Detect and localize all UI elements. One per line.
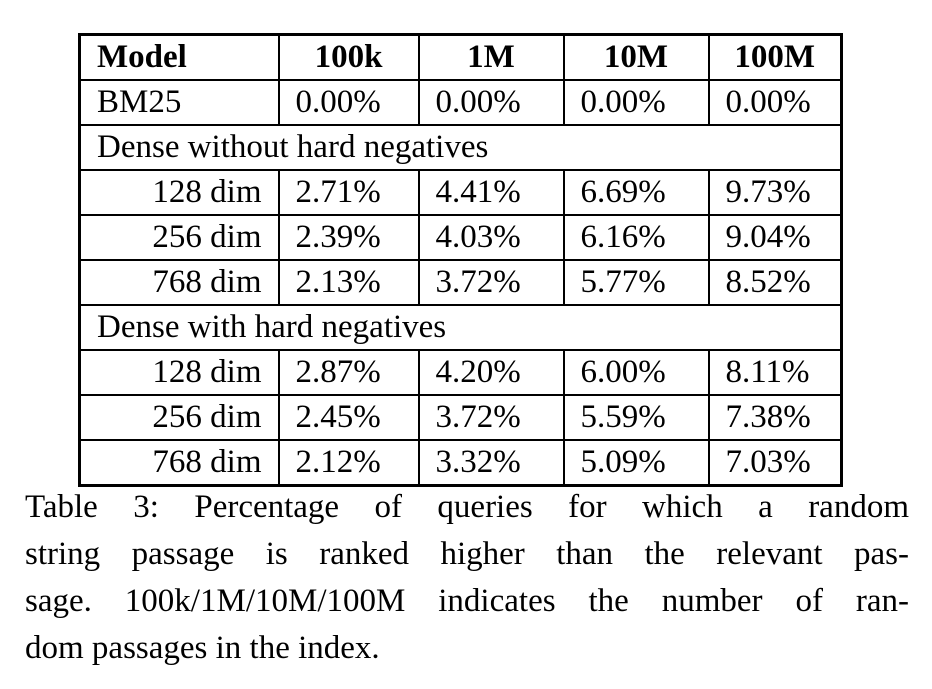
value-cell: 3.32% — [417, 439, 565, 487]
model-label: 128 dim — [78, 169, 280, 216]
section-label: Dense without hard negatives — [78, 124, 843, 171]
value-cell: 0.00% — [277, 79, 420, 126]
value-cell: 6.00% — [562, 349, 710, 396]
value-cell: 2.13% — [277, 259, 420, 306]
model-label: 128 dim — [78, 349, 280, 396]
section-row: Dense with hard negatives — [78, 304, 843, 351]
value-cell: 8.11% — [707, 349, 843, 396]
caption-line-3: sage. 100k/1M/10M/100M indicates the num… — [25, 583, 909, 619]
model-label: BM25 — [78, 79, 280, 126]
table-body: BM25 0.00% 0.00% 0.00% 0.00% Dense without ha… — [78, 79, 843, 487]
value-cell: 0.00% — [562, 79, 710, 126]
value-cell: 2.87% — [277, 349, 420, 396]
value-cell: 0.00% — [417, 79, 565, 126]
value-cell: 6.69% — [562, 169, 710, 216]
value-cell: 2.45% — [277, 394, 420, 441]
table-row: 768 dim 2.13% 3.72% 5.77% 8.52% — [78, 259, 843, 306]
results-table: Model 100k 1M 10M 100M BM25 0.00% 0.00% 0.00% 0.… — [78, 33, 843, 487]
model-label: 768 dim — [78, 259, 280, 306]
value-cell: 9.73% — [707, 169, 843, 216]
section-label: Dense with hard negatives — [78, 304, 843, 351]
table-row: 256 dim 2.39% 4.03% 6.16% 9.04% — [78, 214, 843, 261]
value-cell: 5.77% — [562, 259, 710, 306]
value-cell: 5.59% — [562, 394, 710, 441]
column-header-model: Model — [78, 33, 280, 81]
model-label: 256 dim — [78, 214, 280, 261]
value-cell: 6.16% — [562, 214, 710, 261]
table-header-row: Model 100k 1M 10M 100M — [78, 33, 843, 81]
column-header-1m: 1M — [417, 33, 565, 81]
value-cell: 9.04% — [707, 214, 843, 261]
value-cell: 7.38% — [707, 394, 843, 441]
value-cell: 4.41% — [417, 169, 565, 216]
model-label: 768 dim — [78, 439, 280, 487]
value-cell: 2.12% — [277, 439, 420, 487]
column-header-100m: 100M — [707, 33, 843, 81]
table-row: BM25 0.00% 0.00% 0.00% 0.00% — [78, 79, 843, 126]
value-cell: 3.72% — [417, 394, 565, 441]
value-cell: 8.52% — [707, 259, 843, 306]
value-cell: 2.39% — [277, 214, 420, 261]
caption-line-2: string passage is ranked higher than the… — [25, 536, 909, 572]
value-cell: 4.03% — [417, 214, 565, 261]
value-cell: 4.20% — [417, 349, 565, 396]
caption-line-4: dom passages in the index. — [25, 630, 380, 666]
column-header-100k: 100k — [277, 33, 420, 81]
table-caption: Table 3: Percentage of queries for which… — [25, 484, 909, 672]
table-row: 128 dim 2.87% 4.20% 6.00% 8.11% — [78, 349, 843, 396]
value-cell: 7.03% — [707, 439, 843, 487]
table-row: 128 dim 2.71% 4.41% 6.69% 9.73% — [78, 169, 843, 216]
table-row: 768 dim 2.12% 3.32% 5.09% 7.03% — [78, 439, 843, 487]
value-cell: 3.72% — [417, 259, 565, 306]
caption-line-1: Table 3: Percentage of queries for which… — [25, 489, 909, 525]
value-cell: 0.00% — [707, 79, 843, 126]
value-cell: 5.09% — [562, 439, 710, 487]
column-header-10m: 10M — [562, 33, 710, 81]
section-row: Dense without hard negatives — [78, 124, 843, 171]
value-cell: 2.71% — [277, 169, 420, 216]
model-label: 256 dim — [78, 394, 280, 441]
table-row: 256 dim 2.45% 3.72% 5.59% 7.38% — [78, 394, 843, 441]
